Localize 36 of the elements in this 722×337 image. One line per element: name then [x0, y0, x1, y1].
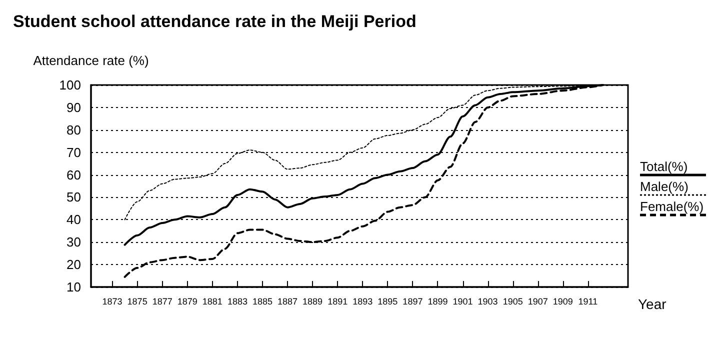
y-tick-label: 40: [66, 212, 81, 228]
x-tick-label: 1905: [502, 296, 523, 306]
x-tick-label: 1877: [152, 296, 172, 306]
x-tick-label: 1893: [352, 296, 373, 306]
x-axis-title: Year: [638, 296, 667, 312]
x-tick-label: 1885: [252, 296, 273, 306]
y-tick-label: 100: [59, 78, 81, 92]
chart-title: Student school attendance rate in the Meiji Period: [13, 12, 416, 31]
x-tick-label: 1911: [578, 296, 598, 306]
x-tick-label: 1907: [528, 296, 548, 306]
x-tick-label: 1897: [402, 296, 423, 306]
x-tick-label: 1895: [378, 296, 398, 306]
x-tick-label: 1881: [202, 296, 222, 306]
x-tick-label: 1909: [552, 296, 573, 306]
x-tick-label: 1889: [302, 296, 323, 306]
y-tick-label: 60: [66, 167, 81, 182]
x-tick-label: 1901: [452, 296, 473, 306]
x-tick-label: 1873: [102, 296, 122, 306]
x-tick-label: 1887: [278, 296, 298, 306]
x-tick-label: 1883: [227, 296, 248, 306]
text: Total(%): [640, 159, 688, 174]
y-tick-label: 20: [66, 257, 81, 272]
x-tick-label: 1875: [127, 296, 148, 306]
text: Female(%): [640, 199, 704, 214]
y-tick-label: 70: [66, 144, 81, 160]
x-tick-label: 1903: [478, 296, 498, 306]
x-tick-label: 1891: [328, 296, 348, 306]
y-tick-label: 50: [66, 190, 81, 205]
y-tick-label: 80: [66, 122, 81, 138]
y-tick-label: 90: [66, 100, 81, 115]
text: Male(%): [640, 179, 688, 194]
y-tick-label: 30: [66, 234, 81, 250]
y-tick-label: 10: [66, 280, 81, 294]
x-tick-label: 1879: [177, 296, 198, 306]
x-tick-label: 1899: [428, 296, 448, 306]
y-axis-title: Attendance rate (%): [33, 53, 149, 68]
